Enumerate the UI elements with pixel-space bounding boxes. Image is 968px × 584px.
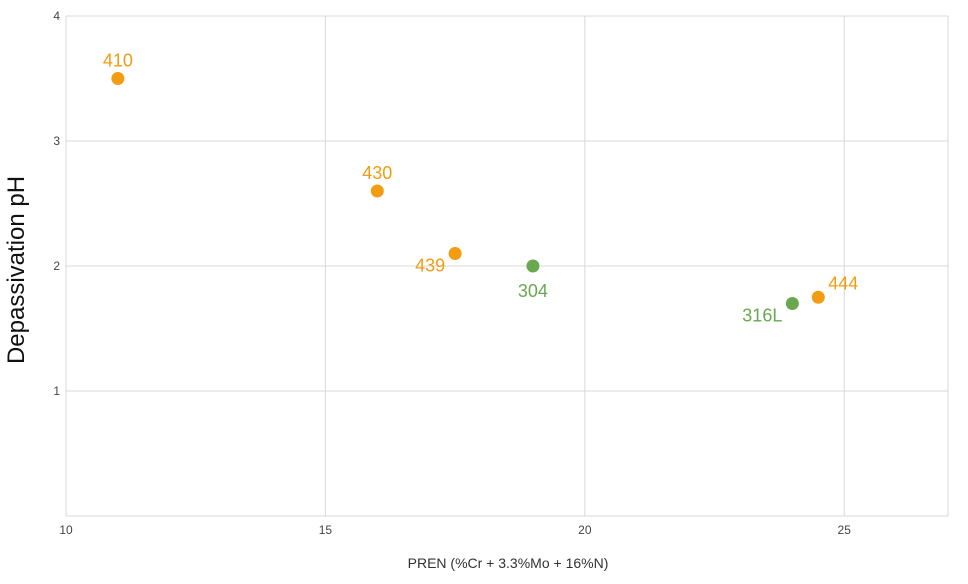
data-point: [785, 297, 799, 310]
point-label: 444: [828, 273, 858, 293]
data-points: [111, 72, 825, 310]
data-point: [370, 184, 384, 198]
point-label: 316L: [742, 306, 782, 326]
data-point: [448, 247, 462, 260]
data-point: [811, 290, 825, 304]
x-axis-title: PREN (%Cr + 3.3%Mo + 16%N): [408, 555, 609, 571]
point-label: 430: [362, 163, 392, 183]
x-tick-label: 25: [838, 523, 852, 537]
y-axis-title: Depassivation pH: [3, 176, 30, 364]
point-label: 410: [103, 51, 133, 71]
y-tick-label: 3: [53, 134, 60, 148]
tick-labels: 10 15 20 25 1 2 3 4: [53, 9, 851, 537]
x-tick-label: 20: [578, 523, 592, 537]
data-point: [111, 72, 125, 85]
point-label: 439: [415, 256, 445, 276]
y-tick-label: 2: [53, 259, 60, 273]
point-labels: 410 430 439 304 316L 444: [103, 51, 858, 326]
point-label: 304: [518, 281, 548, 301]
grid: [65, 15, 949, 517]
y-tick-label: 1: [53, 384, 60, 398]
x-tick-label: 10: [59, 523, 73, 537]
y-tick-label: 4: [53, 9, 60, 23]
data-point: [526, 259, 540, 273]
x-tick-label: 15: [319, 523, 333, 537]
